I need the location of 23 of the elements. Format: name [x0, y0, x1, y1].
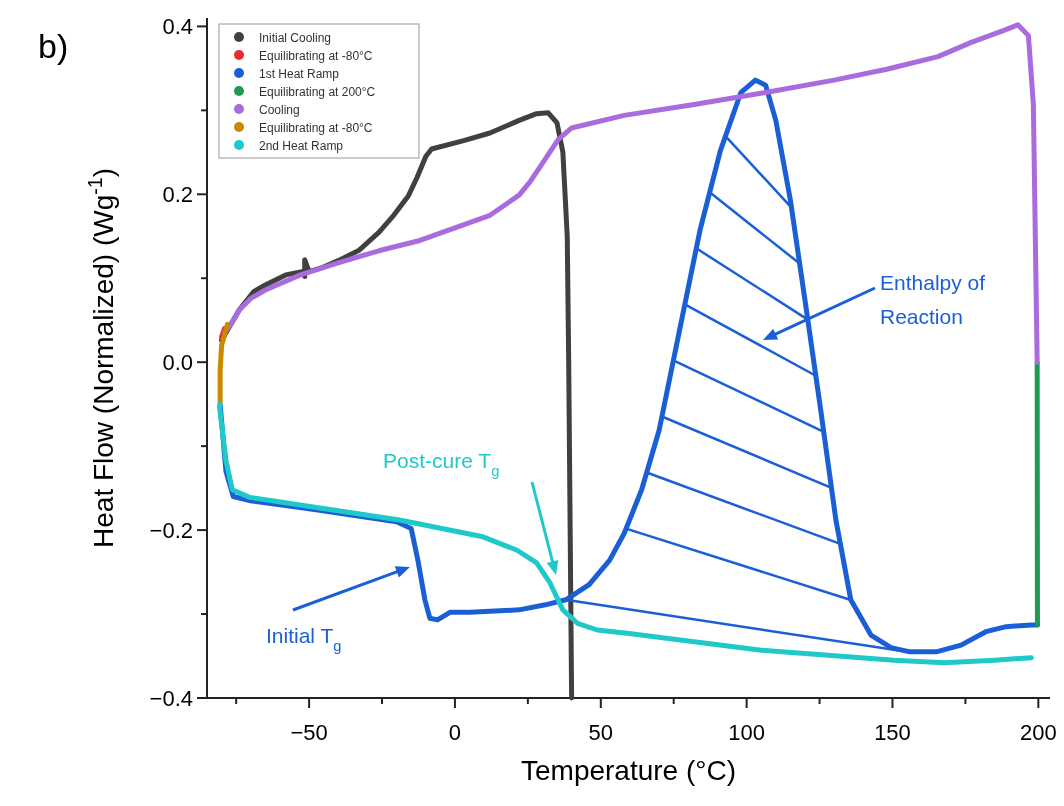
x-tick-label: 150 — [874, 720, 911, 745]
y-tick-label: −0.2 — [149, 518, 193, 544]
x-tick-label: −50 — [290, 720, 328, 745]
legend-label: Initial Cooling — [259, 30, 332, 45]
annotation: Post-cure T$_{g}$ — [383, 449, 500, 479]
legend-label: Equilibrating at -80°C — [259, 48, 373, 63]
annotation: Initial T$_{g}$ — [266, 624, 342, 654]
x-tick-label: 50 — [588, 720, 614, 745]
legend-label: Equilibrating at -80°C — [259, 120, 373, 135]
y-tick-label: 0.0 — [162, 350, 193, 376]
x-tick-label: 200 — [1019, 720, 1057, 745]
legend-label: 2nd Heat Ramp — [259, 138, 344, 153]
x-tick-label: 100 — [728, 720, 765, 745]
x-tick-label: 0 — [448, 720, 462, 745]
legend-label: Equilibrating at 200°C — [259, 84, 376, 99]
y-tick-label: 0.2 — [162, 182, 193, 208]
legend-label: 1st Heat Ramp — [259, 66, 340, 81]
annotation: Enthalpy of Reaction — [880, 271, 986, 328]
x-axis-title: Temperature (°C) — [520, 755, 737, 786]
legend-label: Cooling — [259, 102, 300, 117]
y-tick-label: −0.4 — [149, 686, 193, 711]
y-tick-label: 0.4 — [162, 14, 193, 40]
chart-title: b) — [38, 27, 69, 65]
